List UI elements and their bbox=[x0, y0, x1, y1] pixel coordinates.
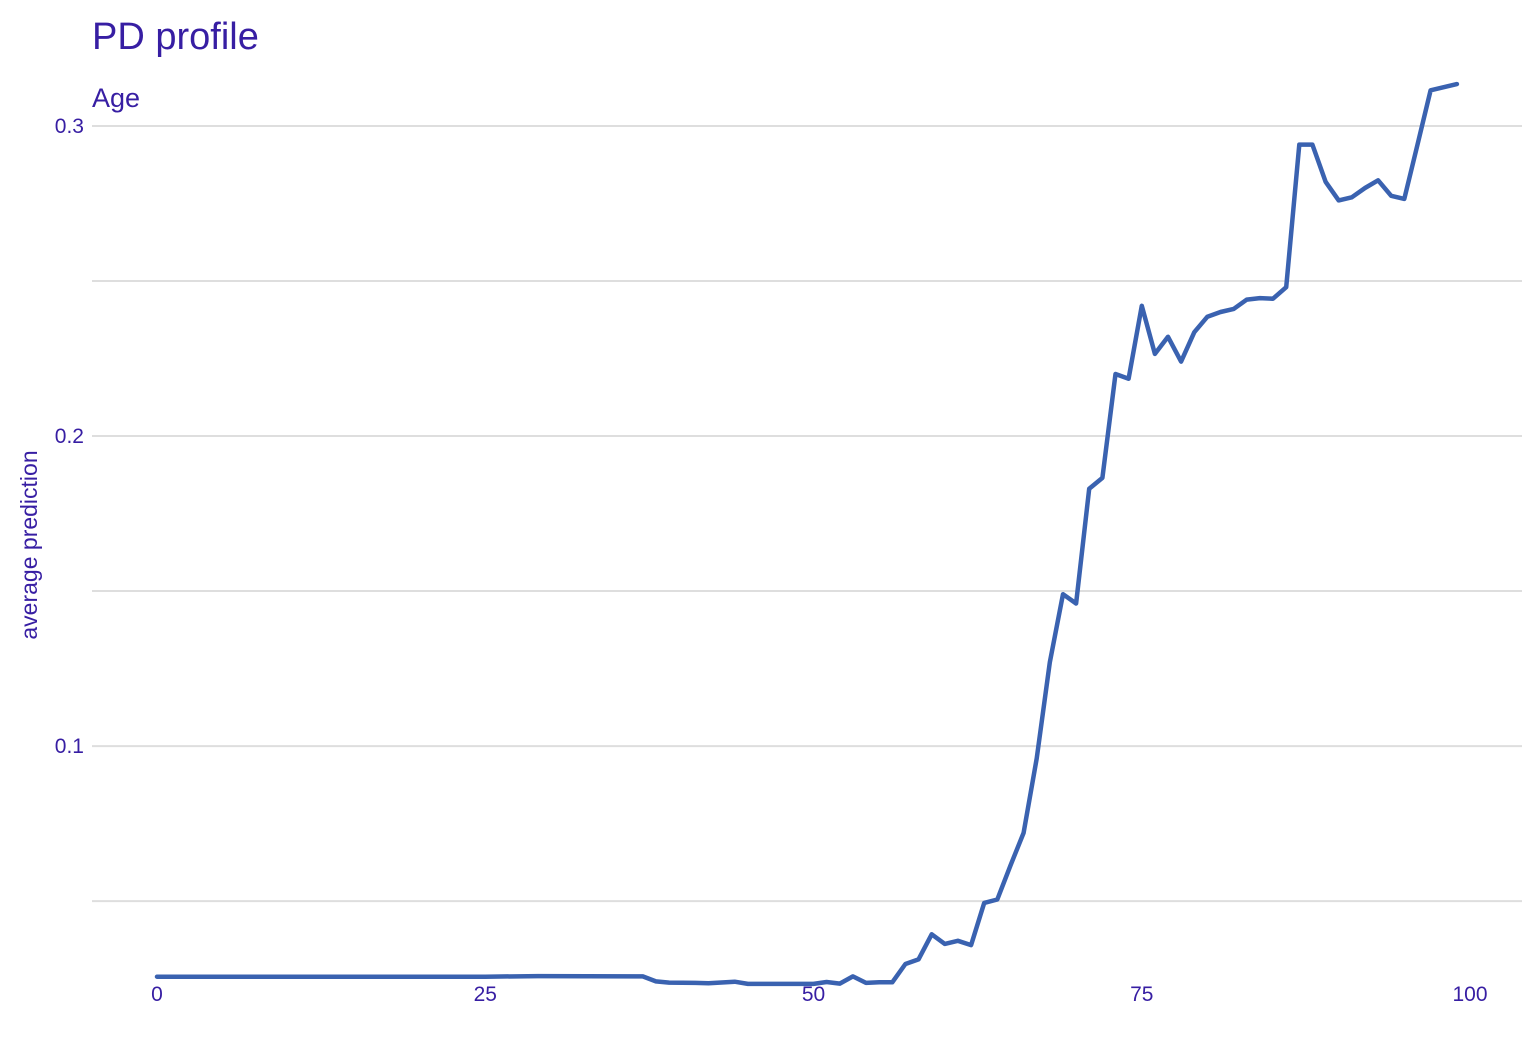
y-tick-label: 0.3 bbox=[55, 115, 84, 138]
y-tick-label: 0.1 bbox=[55, 735, 84, 758]
y-tick-labels: 0.1 0.2 0.3 bbox=[55, 115, 84, 758]
series-line bbox=[154, 81, 1460, 987]
x-tick-label: 50 bbox=[802, 983, 825, 1006]
x-tick-label: 25 bbox=[474, 983, 497, 1006]
y-tick-label: 0.2 bbox=[55, 425, 84, 448]
gridlines bbox=[92, 125, 1522, 903]
x-tick-label: 100 bbox=[1452, 983, 1487, 1006]
y-axis-label: average prediction bbox=[16, 450, 42, 639]
x-tick-labels: 0 25 50 75 100 bbox=[151, 983, 1487, 1006]
series-group bbox=[154, 81, 1460, 987]
x-tick-label: 75 bbox=[1130, 983, 1153, 1006]
x-tick-label: 0 bbox=[151, 983, 163, 1006]
chart-subtitle: Age bbox=[92, 83, 140, 113]
chart-title: PD profile bbox=[92, 16, 259, 58]
